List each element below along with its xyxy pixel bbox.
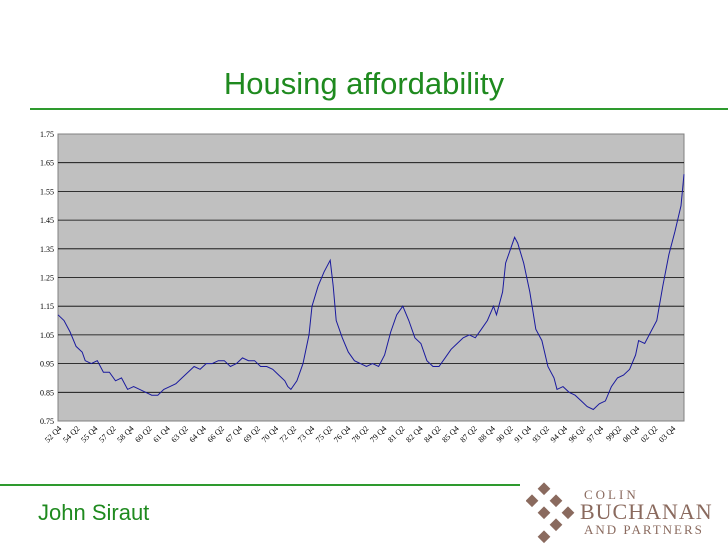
author-name: John Siraut [38,500,150,525]
x-tick-label: 84 Q2 [422,424,442,444]
x-tick-label: 91 Q4 [513,424,533,444]
x-tick-label: 72 Q2 [278,424,298,444]
x-tick-label: 64 Q4 [188,424,208,444]
footer-divider [0,484,520,486]
y-tick-label: 0.75 [40,417,54,426]
x-tick-label: 58 Q4 [115,424,135,444]
y-tick-label: 1.35 [40,245,54,254]
x-tick-label: 55 Q4 [79,424,99,444]
title-divider [30,108,728,110]
x-tick-label: 79 Q4 [368,424,388,444]
x-tick-label: 96 Q2 [567,424,587,444]
x-tick-label: 99Q2 [604,424,623,443]
x-tick-label: 82 Q4 [404,424,424,444]
x-tick-label: 61 Q4 [151,424,171,444]
x-tick-label: 54 Q2 [61,424,81,444]
y-axis-ticks: 0.75 0.85 0.95 1.05 1.15 1.25 1.35 1.45 1.55 1.65… [40,130,54,426]
series-line [57,174,685,411]
x-tick-label: 78 Q2 [350,424,370,444]
logo-line-2: BUCHANAN [580,499,713,524]
y-tick-label: 1.25 [40,274,54,283]
x-tick-label: 63 Q2 [169,424,189,444]
x-tick-label: 69 Q2 [242,424,262,444]
x-tick-label: 97 Q4 [585,424,605,444]
x-tick-label: 88 Q4 [476,424,496,444]
x-tick-label: 67 Q4 [224,424,244,444]
x-tick-label: 85 Q4 [440,424,460,444]
x-tick-label: 00 Q4 [621,424,641,444]
x-tick-label: 52 Q4 [43,424,63,444]
x-tick-label: 93 Q2 [531,424,551,444]
logo-line-3: AND PARTNERS [584,522,704,537]
y-tick-label: 1.45 [40,216,54,225]
x-tick-label: 73 Q4 [296,424,316,444]
x-tick-label: 03 Q4 [657,424,677,444]
y-tick-label: 1.15 [40,302,54,311]
y-tick-label: 1.65 [40,159,54,168]
gridlines [58,162,684,393]
logo-line-1: COLIN [584,487,639,502]
x-tick-label: 02 Q2 [639,424,659,444]
x-tick-label: 87 Q2 [458,424,478,444]
x-tick-label: 57 Q2 [97,424,117,444]
x-tick-label: 76 Q4 [332,424,352,444]
y-tick-label: 1.75 [40,130,54,139]
x-tick-label: 94 Q4 [549,424,569,444]
y-tick-label: 1.05 [40,331,54,340]
y-tick-label: 1.55 [40,187,54,196]
x-tick-label: 75 Q2 [314,424,334,444]
x-tick-label: 81 Q2 [386,424,406,444]
y-tick-label: 0.95 [40,360,54,369]
x-tick-label: 66 Q2 [206,424,226,444]
x-tick-label: 90 Q2 [495,424,515,444]
y-tick-label: 0.85 [40,388,54,397]
x-tick-label: 60 Q2 [133,424,153,444]
x-tick-label: 70 Q4 [260,424,280,444]
slide-title: Housing affordability [223,66,505,101]
company-logo [526,482,575,544]
